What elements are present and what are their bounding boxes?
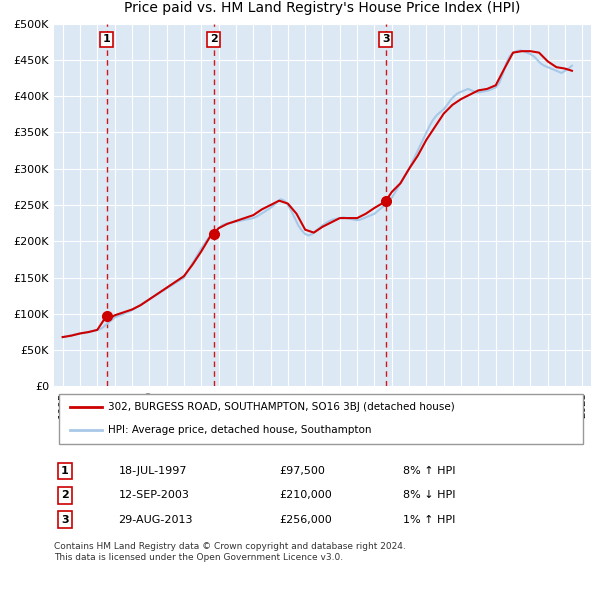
Text: 18-JUL-1997: 18-JUL-1997 [118, 466, 187, 476]
Text: 1: 1 [61, 466, 68, 476]
Text: 3: 3 [61, 515, 68, 525]
Text: 1% ↑ HPI: 1% ↑ HPI [403, 515, 455, 525]
Text: Contains HM Land Registry data © Crown copyright and database right 2024.
This d: Contains HM Land Registry data © Crown c… [54, 542, 406, 562]
Text: 8% ↑ HPI: 8% ↑ HPI [403, 466, 455, 476]
Text: 8% ↓ HPI: 8% ↓ HPI [403, 490, 455, 500]
Text: 3: 3 [382, 34, 390, 44]
Text: £256,000: £256,000 [280, 515, 332, 525]
Text: 12-SEP-2003: 12-SEP-2003 [118, 490, 190, 500]
FancyBboxPatch shape [59, 394, 583, 444]
Text: 2: 2 [209, 34, 217, 44]
Text: £210,000: £210,000 [280, 490, 332, 500]
Text: 29-AUG-2013: 29-AUG-2013 [118, 515, 193, 525]
Text: £97,500: £97,500 [280, 466, 325, 476]
Text: 302, BURGESS ROAD, SOUTHAMPTON, SO16 3BJ (detached house): 302, BURGESS ROAD, SOUTHAMPTON, SO16 3BJ… [108, 402, 454, 412]
Title: 302, BURGESS ROAD, SOUTHAMPTON, SO16 3BJ
Price paid vs. HM Land Registry's House: 302, BURGESS ROAD, SOUTHAMPTON, SO16 3BJ… [124, 0, 521, 15]
Text: HPI: Average price, detached house, Southampton: HPI: Average price, detached house, Sout… [108, 425, 371, 434]
Text: 2: 2 [61, 490, 68, 500]
Text: 1: 1 [103, 34, 110, 44]
